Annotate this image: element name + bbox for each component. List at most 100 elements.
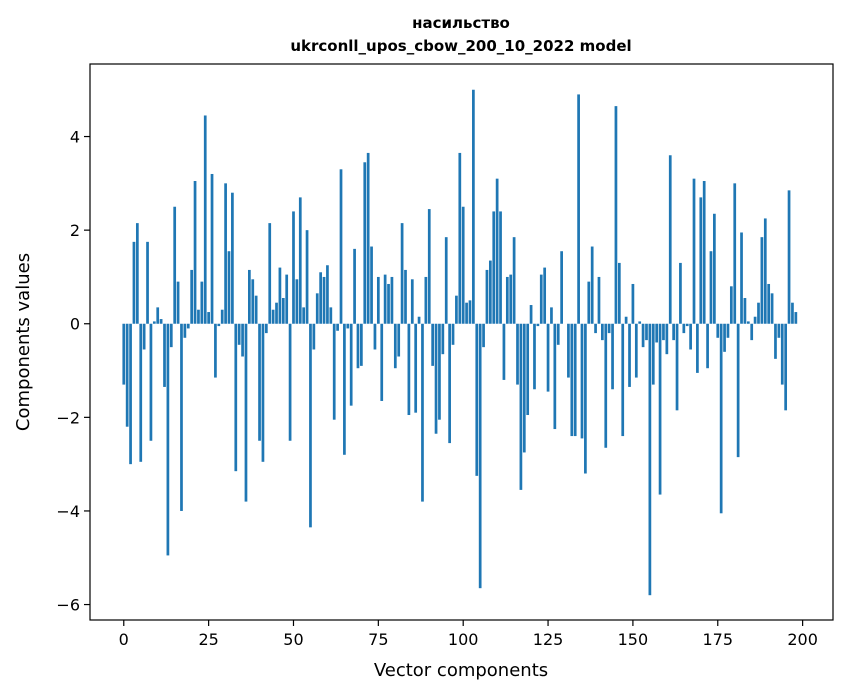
bar-195 [784,323,788,411]
bar-131 [567,323,570,378]
x-axis-label: Vector components [374,660,548,681]
bar-21 [193,181,197,324]
bar-45 [275,302,278,324]
bar-29 [220,309,224,324]
bar-63 [336,323,339,331]
bar-75 [376,276,380,324]
bar-109 [492,211,496,324]
bar-64 [339,169,343,324]
bar-33 [234,323,238,472]
bar-111 [499,211,502,324]
bar-52 [298,197,302,324]
bar-65 [343,323,346,455]
bar-146 [617,262,621,324]
bar-13 [166,323,170,556]
bar-110 [495,178,499,324]
bar-143 [607,323,611,334]
bar-172 [706,323,709,369]
bar-196 [787,190,791,324]
bar-160 [665,323,669,355]
bar-145 [614,106,618,324]
bar-138 [590,246,594,324]
bar-76 [380,323,384,401]
x-tick-label: 175 [702,630,733,649]
x-tick-label: 125 [533,630,564,649]
bar-74 [373,323,377,350]
bar-108 [488,260,492,324]
bar-85 [410,279,414,324]
bar-97 [451,323,455,345]
y-tick-label: −4 [56,502,80,521]
bar-118 [522,323,526,453]
bar-158 [658,323,662,495]
bar-61 [329,307,333,324]
bar-140 [597,276,601,324]
bar-36 [244,323,248,502]
bar-155 [648,323,652,596]
bar-35 [241,323,244,357]
bar-53 [302,307,306,324]
bar-180 [733,183,737,324]
bar-11 [159,319,163,324]
bar-191 [770,293,774,324]
bar-125 [546,323,550,392]
bar-38 [251,279,255,324]
bar-185 [750,323,754,341]
bar-55 [309,323,312,528]
bar-147 [621,323,625,437]
bar-8 [149,323,153,441]
bar-188 [760,237,764,324]
bar-102 [468,300,472,324]
x-tick-label: 0 [119,630,129,649]
bar-18 [183,323,187,338]
bar-133 [573,323,577,437]
bar-187 [757,302,760,324]
bar-28 [217,323,221,327]
bar-5 [139,323,143,462]
bar-119 [526,323,530,416]
bar-12 [163,323,166,387]
bar-170 [699,197,703,324]
bar-134 [577,94,580,324]
bar-51 [295,279,299,324]
bar-77 [383,274,387,324]
bar-164 [679,262,682,324]
x-tick-label: 50 [283,630,303,649]
y-tick-label: 4 [70,128,80,147]
bar-72 [366,152,370,324]
bar-0 [122,323,126,385]
bar-57 [315,293,319,324]
x-tick-label: 100 [448,630,479,649]
bar-94 [441,323,445,355]
bar-92 [434,323,438,434]
bar-171 [702,181,706,324]
bar-41 [261,323,265,462]
bar-156 [651,323,655,385]
bar-159 [662,323,665,341]
bar-49 [288,323,292,441]
bar-103 [472,89,475,324]
bar-117 [519,323,523,490]
chart-title-line2: ukrconll_upos_cbow_200_10_2022 model [290,37,631,55]
bar-58 [319,272,322,324]
bar-59 [322,276,326,324]
bar-15 [173,206,177,324]
bar-19 [186,323,190,329]
bar-10 [156,307,160,324]
bar-14 [169,323,173,348]
bar-30 [224,183,227,324]
bar-135 [580,323,584,439]
bar-105 [478,323,482,589]
bar-22 [197,309,200,324]
bar-84 [407,323,411,416]
bar-150 [631,283,635,324]
bar-123 [539,274,543,324]
bar-1 [125,323,129,427]
x-tick-label: 200 [787,630,818,649]
bar-50 [292,211,295,324]
bar-56 [312,323,316,350]
bar-194 [780,323,784,385]
plot-frame [89,63,834,621]
bar-179 [729,286,733,324]
bar-79 [390,276,394,324]
